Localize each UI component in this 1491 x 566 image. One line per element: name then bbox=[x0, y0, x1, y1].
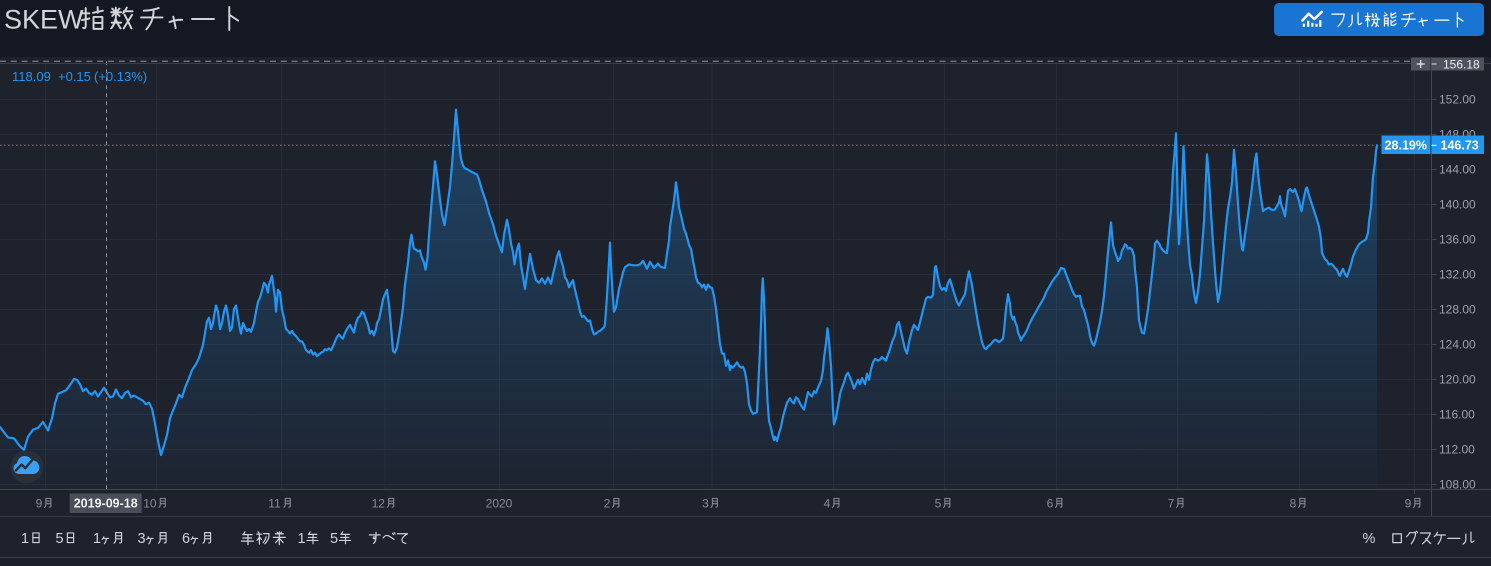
svg-text:2020: 2020 bbox=[486, 497, 513, 511]
svg-text:2019-09-18: 2019-09-18 bbox=[74, 497, 138, 511]
svg-text:9: 9 bbox=[1405, 497, 1412, 511]
svg-text:10: 10 bbox=[143, 497, 157, 511]
svg-text:12: 12 bbox=[372, 497, 386, 511]
svg-text:1: 1 bbox=[21, 531, 29, 547]
svg-text:(+0.13%): (+0.13%) bbox=[94, 69, 147, 84]
svg-text:140.00: 140.00 bbox=[1439, 198, 1476, 212]
svg-text:11: 11 bbox=[268, 497, 281, 511]
svg-text:1: 1 bbox=[298, 531, 306, 547]
svg-text:118.09: 118.09 bbox=[12, 69, 51, 84]
svg-text:2: 2 bbox=[604, 497, 611, 511]
svg-text:120.00: 120.00 bbox=[1439, 373, 1476, 387]
svg-text:6: 6 bbox=[182, 531, 190, 547]
svg-text:124.00: 124.00 bbox=[1439, 338, 1476, 352]
svg-text:132.00: 132.00 bbox=[1439, 268, 1476, 282]
svg-text:128.00: 128.00 bbox=[1439, 303, 1476, 317]
svg-text:%: % bbox=[1363, 531, 1376, 547]
svg-text:7: 7 bbox=[1168, 497, 1175, 511]
svg-text:28.19%: 28.19% bbox=[1385, 138, 1427, 152]
svg-text:8: 8 bbox=[1290, 497, 1297, 511]
svg-text:144.00: 144.00 bbox=[1439, 163, 1476, 177]
svg-text:5: 5 bbox=[935, 497, 942, 511]
svg-text:5: 5 bbox=[330, 531, 338, 547]
svg-text:5: 5 bbox=[56, 531, 64, 547]
svg-text:136.00: 136.00 bbox=[1439, 233, 1476, 247]
svg-text:SKEW: SKEW bbox=[4, 5, 84, 35]
svg-text:146.73: 146.73 bbox=[1441, 138, 1479, 152]
svg-text:156.18: 156.18 bbox=[1443, 57, 1480, 71]
svg-text:+0.15: +0.15 bbox=[58, 69, 91, 84]
svg-text:152.00: 152.00 bbox=[1439, 93, 1476, 107]
svg-text:112.00: 112.00 bbox=[1439, 443, 1475, 457]
svg-text:116.00: 116.00 bbox=[1439, 408, 1475, 422]
svg-text:3: 3 bbox=[138, 531, 146, 547]
svg-text:3: 3 bbox=[702, 497, 709, 511]
svg-text:1: 1 bbox=[93, 531, 101, 547]
svg-text:6: 6 bbox=[1047, 497, 1054, 511]
svg-text:4: 4 bbox=[824, 497, 831, 511]
svg-text:108.00: 108.00 bbox=[1439, 478, 1476, 492]
svg-text:9: 9 bbox=[36, 497, 43, 511]
